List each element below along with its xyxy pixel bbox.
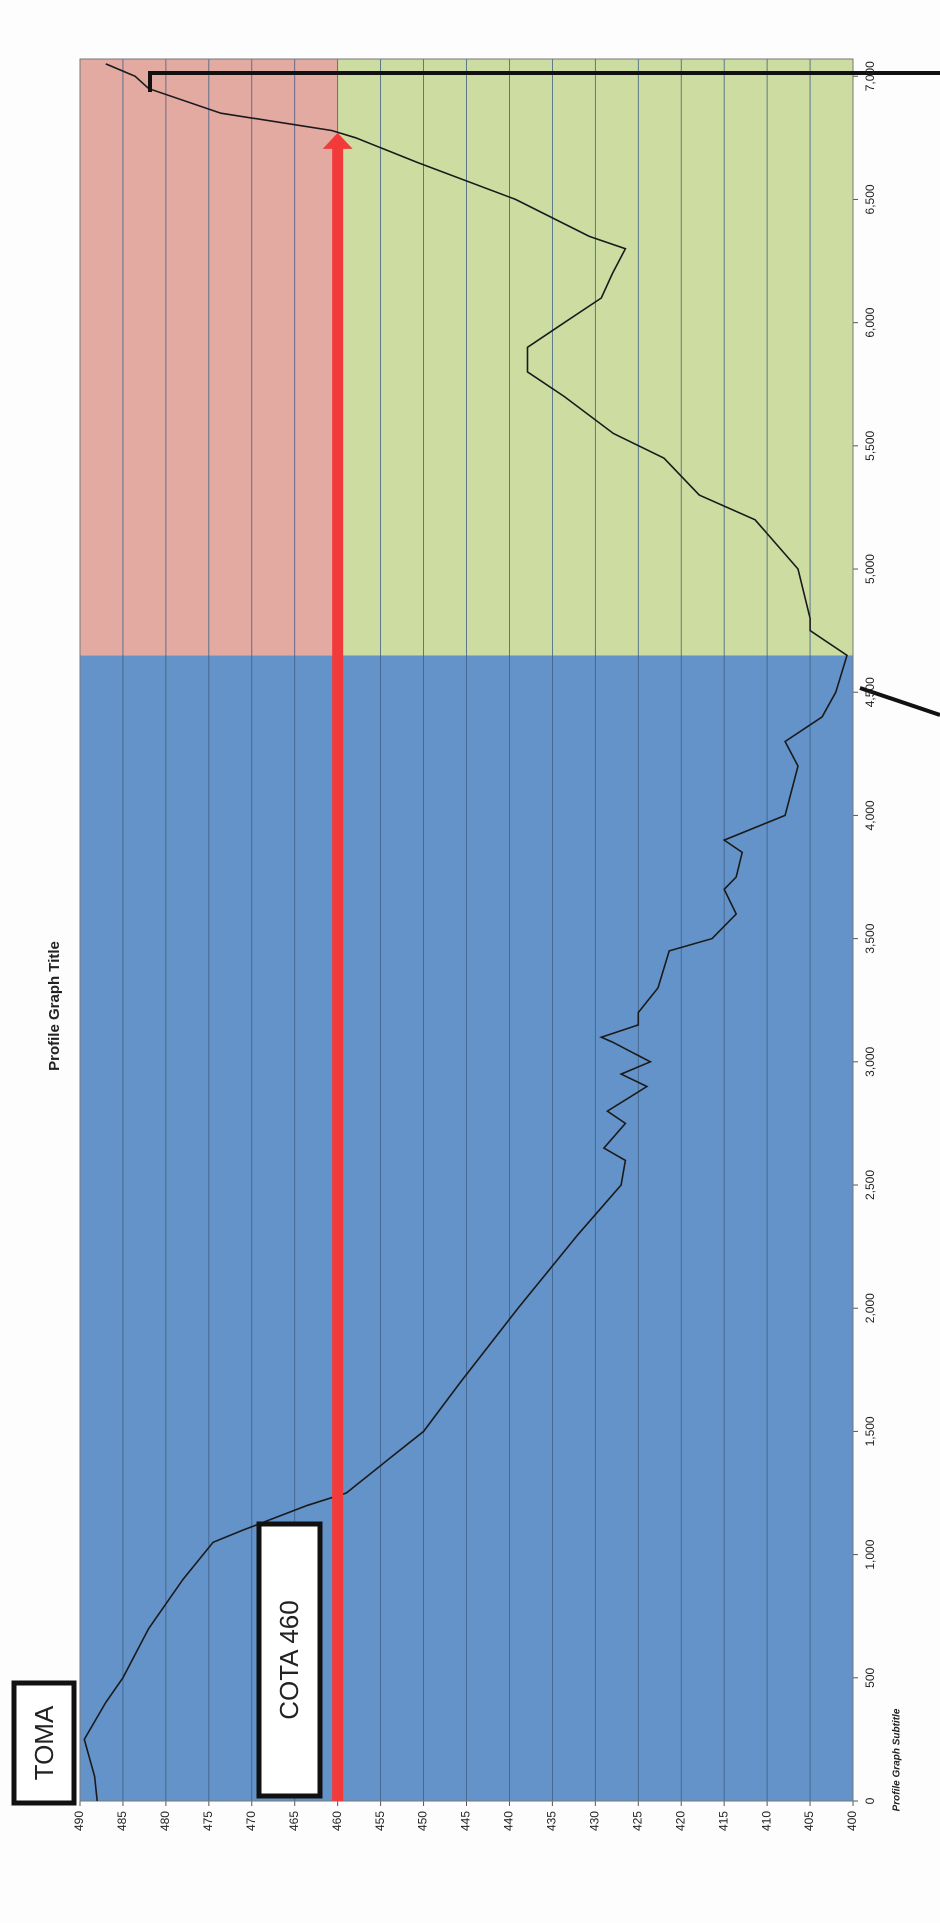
y-tick-label: 400: [845, 1811, 859, 1831]
x-tick-label: 500: [863, 1667, 877, 1687]
x-tick-label: 3,500: [863, 923, 877, 953]
y-tick-label: 440: [502, 1811, 516, 1831]
annotation-box: [256, 1521, 323, 1799]
x-tick-label: 1,000: [863, 1539, 877, 1569]
x-tick-label: 6,500: [863, 184, 877, 214]
y-tick-label: 460: [330, 1811, 344, 1831]
annotation-box: [11, 1680, 77, 1806]
y-tick-label: 450: [416, 1811, 430, 1831]
x-tick-label: 1,500: [863, 1416, 877, 1446]
y-tick-label: 445: [459, 1811, 473, 1831]
x-tick-label: 2,500: [863, 1170, 877, 1200]
arrow-head: [322, 132, 353, 149]
x-tick-label: 3,000: [863, 1046, 877, 1076]
x-tick-label: 5,000: [863, 554, 877, 584]
y-tick-label: 485: [115, 1811, 129, 1831]
plot-area: [79, 58, 858, 1806]
x-tick-label: 4,500: [863, 677, 877, 707]
y-tick-label: 410: [759, 1811, 773, 1831]
y-tick-label: 490: [72, 1811, 86, 1831]
x-tick-label: 5,500: [863, 430, 877, 460]
y-tick-label: 430: [588, 1811, 602, 1831]
annotation: TOMA: [29, 1705, 59, 1780]
chart-title: Profile Graph Title: [46, 941, 63, 1071]
profile-line: [83, 63, 848, 1802]
plot-frame: [79, 58, 854, 1802]
y-tick-label: 455: [373, 1811, 387, 1831]
y-tick-label: 435: [545, 1811, 559, 1831]
x-tick-label: 7,000: [863, 61, 877, 91]
x-tick-label: 6,000: [863, 307, 877, 337]
y-tick-label: 475: [201, 1811, 215, 1831]
y-tick-label: 420: [673, 1811, 687, 1831]
y-tick-label: 480: [158, 1811, 172, 1831]
y-tick-label: 470: [244, 1811, 258, 1831]
annotation: COTA 460: [274, 1600, 304, 1719]
x-tick-label: 2,000: [863, 1293, 877, 1323]
x-tick-label: 0: [863, 1797, 877, 1804]
y-tick-label: 405: [802, 1811, 816, 1831]
chart-subtitle: Profile Graph Subtitle: [892, 1708, 903, 1811]
pointer-line: [859, 686, 940, 717]
y-tick-label: 465: [287, 1811, 301, 1831]
y-tick-label: 425: [630, 1811, 644, 1831]
x-tick-label: 4,000: [863, 800, 877, 830]
y-tick-label: 415: [716, 1811, 730, 1831]
